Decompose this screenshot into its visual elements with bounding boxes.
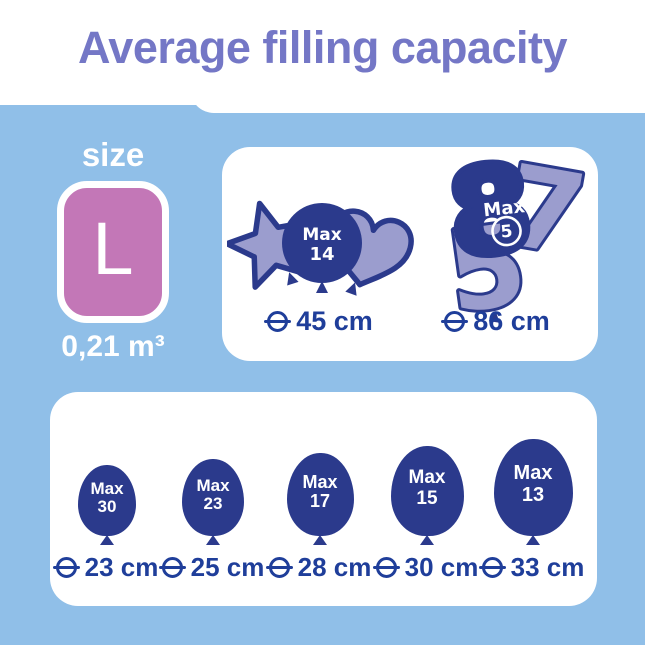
- number-balloon-5-knot: [488, 311, 500, 323]
- numbers-diameter-caption: 86 cm: [417, 306, 577, 337]
- max-value: 14: [309, 244, 334, 265]
- balloon-item: Max 30 23 cm: [52, 428, 162, 583]
- max-label: Max: [302, 225, 341, 245]
- header-white-area: [190, 0, 645, 113]
- diameter-icon: [265, 557, 293, 578]
- diameter-icon: [441, 311, 469, 332]
- diameter-caption: 30 cm: [372, 552, 479, 583]
- latex-balloon: Max 13: [493, 439, 573, 536]
- diameter-icon: [264, 311, 292, 332]
- max-label: Max: [196, 475, 230, 495]
- volume-value: 0,21 m³: [61, 330, 165, 363]
- max-value: 30: [97, 497, 117, 516]
- max-badge: Max 5: [482, 196, 526, 247]
- balloon-knot: [420, 535, 434, 545]
- round-balloon: [282, 203, 362, 283]
- diameter-icon: [52, 557, 80, 578]
- number-balloons-illustration: 7 5 8 Max 5: [436, 150, 598, 328]
- figures-diameter-caption: 45 cm: [240, 306, 400, 337]
- diameter-caption: 33 cm: [478, 552, 585, 583]
- max-label: Max: [513, 462, 553, 485]
- balloon-item: Max 17 28 cm: [265, 428, 375, 583]
- size-label: size: [81, 136, 145, 173]
- balloon-knot: [526, 535, 540, 545]
- max-label: Max: [408, 466, 446, 488]
- size-value: L: [92, 207, 134, 290]
- latex-balloon: Max 15: [390, 446, 464, 536]
- balloon-item: Max 13 33 cm: [478, 428, 588, 583]
- diameter-icon: [158, 557, 186, 578]
- diameter-caption: 28 cm: [265, 552, 372, 583]
- figures-diameter-value: 45 cm: [296, 306, 373, 336]
- latex-balloon: Max 23: [182, 459, 244, 536]
- diameter-value: 23 cm: [84, 552, 159, 582]
- max-value: 17: [309, 491, 331, 511]
- numbers-diameter-value: 86 cm: [473, 306, 550, 336]
- diameter-value: 25 cm: [190, 552, 265, 582]
- balloon-item: Max 23 25 cm: [158, 428, 268, 583]
- balloon-knot: [313, 535, 327, 545]
- balloon-knot: [206, 535, 220, 545]
- max-value: 15: [416, 487, 438, 509]
- diameter-icon: [372, 557, 400, 578]
- max-label: Max: [90, 478, 124, 498]
- latex-balloon: Max 30: [78, 465, 136, 536]
- number-balloon-8: 8: [442, 150, 538, 284]
- round-balloon-knot: [316, 281, 328, 293]
- max-value: 23: [203, 494, 223, 513]
- max-value: 5: [500, 222, 514, 243]
- figure-balloons-illustration: Max 14: [227, 200, 414, 296]
- max-value: 13: [521, 484, 545, 506]
- diameter-icon: [478, 557, 506, 578]
- max-label: Max: [302, 471, 338, 492]
- diameter-caption: 25 cm: [158, 552, 265, 583]
- diameter-caption: 23 cm: [52, 552, 159, 583]
- diameter-value: 30 cm: [404, 552, 479, 582]
- star-balloon-knot: [287, 272, 299, 286]
- balloon-knot: [100, 535, 114, 545]
- size-box: L: [57, 181, 169, 323]
- balloon-item: Max 15 30 cm: [372, 428, 482, 583]
- max-value-circle: [491, 215, 522, 247]
- diameter-value: 28 cm: [297, 552, 372, 582]
- diameter-value: 33 cm: [510, 552, 585, 582]
- heart-balloon-knot: [345, 282, 357, 296]
- page-title: Average filling capacity: [77, 22, 568, 73]
- latex-balloon: Max 17: [286, 453, 354, 536]
